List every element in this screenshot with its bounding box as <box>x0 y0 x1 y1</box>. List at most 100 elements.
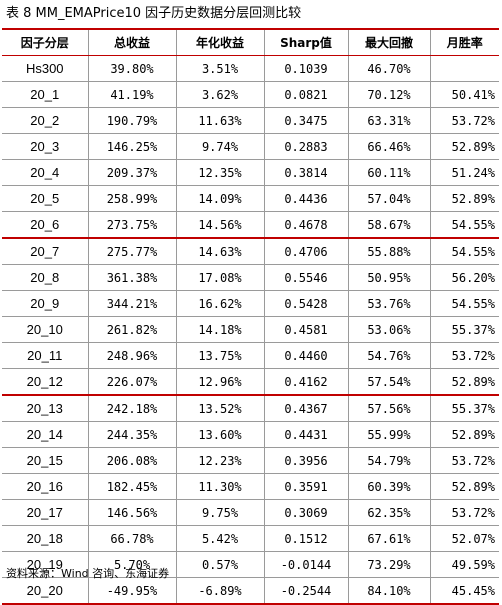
value-cell: 14.56% <box>176 211 265 239</box>
value-cell: 52.89% <box>430 421 499 448</box>
value-cell: 0.4436 <box>264 185 349 212</box>
value-cell: 58.67% <box>348 211 431 239</box>
value-cell: 41.19% <box>88 81 177 108</box>
value-cell: 57.54% <box>348 368 431 396</box>
value-cell: 12.35% <box>176 159 265 186</box>
row-label-cell: 20_11 <box>2 342 89 369</box>
value-cell: 52.89% <box>430 473 499 500</box>
value-cell: 50.41% <box>430 81 499 108</box>
value-cell: 66.78% <box>88 525 177 552</box>
table-row: 20_8 361.38% 17.08% 0.5546 50.95% 56.20% <box>2 264 499 291</box>
value-cell: 53.72% <box>430 342 499 369</box>
value-cell: 3.62% <box>176 81 265 108</box>
table-body: Hs300 39.80% 3.51% 0.1039 46.70% 20_1 41.19% 3.… <box>2 55 499 603</box>
column-header: 年化收益 <box>176 30 265 56</box>
row-label-cell: Hs300 <box>2 55 89 82</box>
value-cell: 60.11% <box>348 159 431 186</box>
column-header: 月胜率 <box>430 30 499 56</box>
row-label-cell: 20_8 <box>2 264 89 291</box>
table-row: 20_5 258.99% 14.09% 0.4436 57.04% 52.89% <box>2 185 499 212</box>
value-cell: 52.89% <box>430 185 499 212</box>
table-row: 20_17 146.56% 9.75% 0.3069 62.35% 53.72% <box>2 499 499 526</box>
table-row: 20_10 261.82% 14.18% 0.4581 53.06% 55.37% <box>2 316 499 343</box>
value-cell: 0.4706 <box>264 237 349 265</box>
value-cell: 56.20% <box>430 264 499 291</box>
value-cell: 5.42% <box>176 525 265 552</box>
value-cell: 63.31% <box>348 107 431 134</box>
value-cell: 73.29% <box>348 551 431 578</box>
value-cell: 344.21% <box>88 290 177 317</box>
value-cell: 9.74% <box>176 133 265 160</box>
value-cell: 53.72% <box>430 499 499 526</box>
value-cell: 361.38% <box>88 264 177 291</box>
value-cell: 17.08% <box>176 264 265 291</box>
value-cell: 0.5428 <box>264 290 349 317</box>
row-label-cell: 20_13 <box>2 394 89 422</box>
value-cell: 60.39% <box>348 473 431 500</box>
value-cell: 12.96% <box>176 368 265 396</box>
column-header: 总收益 <box>88 30 177 56</box>
value-cell: 275.77% <box>88 237 177 265</box>
table-row: 20_15 206.08% 12.23% 0.3956 54.79% 53.72% <box>2 447 499 474</box>
value-cell: 244.35% <box>88 421 177 448</box>
row-label-cell: 20_17 <box>2 499 89 526</box>
row-label-cell: 20_10 <box>2 316 89 343</box>
table-row: 20_18 66.78% 5.42% 0.1512 67.61% 52.07% <box>2 525 499 552</box>
value-cell: 11.63% <box>176 107 265 134</box>
value-cell: 11.30% <box>176 473 265 500</box>
value-cell: 54.55% <box>430 290 499 317</box>
column-header: 最大回撤 <box>348 30 431 56</box>
row-label-cell: 20_15 <box>2 447 89 474</box>
table-row: 20_16 182.45% 11.30% 0.3591 60.39% 52.89% <box>2 473 499 500</box>
value-cell: 0.1039 <box>264 55 349 82</box>
value-cell <box>430 55 499 82</box>
row-label-cell: 20_16 <box>2 473 89 500</box>
row-label-cell: 20_4 <box>2 159 89 186</box>
value-cell: 55.88% <box>348 237 431 265</box>
table-row: Hs300 39.80% 3.51% 0.1039 46.70% <box>2 55 499 82</box>
value-cell: 146.56% <box>88 499 177 526</box>
value-cell: 0.3956 <box>264 447 349 474</box>
value-cell: 13.52% <box>176 394 265 422</box>
value-cell: 0.2883 <box>264 133 349 160</box>
value-cell: 55.37% <box>430 316 499 343</box>
table-row: 20_12 226.07% 12.96% 0.4162 57.54% 52.89% <box>2 368 499 396</box>
value-cell: 248.96% <box>88 342 177 369</box>
value-cell: 39.80% <box>88 55 177 82</box>
value-cell: 53.72% <box>430 107 499 134</box>
value-cell: 54.79% <box>348 447 431 474</box>
row-label-cell: 20_7 <box>2 237 89 265</box>
value-cell: 57.56% <box>348 394 431 422</box>
table-row: 20_14 244.35% 13.60% 0.4431 55.99% 52.89% <box>2 421 499 448</box>
table-row: 20_4 209.37% 12.35% 0.3814 60.11% 51.24% <box>2 159 499 186</box>
value-cell: 57.04% <box>348 185 431 212</box>
row-label-cell: 20_6 <box>2 211 89 239</box>
value-cell: 52.07% <box>430 525 499 552</box>
value-cell: 16.62% <box>176 290 265 317</box>
table-title: 表 8 MM_EMAPrice10 因子历史数据分层回测比较 <box>6 6 302 21</box>
value-cell: 12.23% <box>176 447 265 474</box>
value-cell: 9.75% <box>176 499 265 526</box>
row-label-cell: 20_2 <box>2 107 89 134</box>
table-row: 20_1 41.19% 3.62% 0.0821 70.12% 50.41% <box>2 81 499 108</box>
value-cell: 52.89% <box>430 133 499 160</box>
row-label-cell: 20_12 <box>2 368 89 396</box>
value-cell: 0.4162 <box>264 368 349 396</box>
value-cell: 0.4367 <box>264 394 349 422</box>
value-cell: 182.45% <box>88 473 177 500</box>
table-row: 20_13 242.18% 13.52% 0.4367 57.56% 55.37% <box>2 394 499 422</box>
value-cell: 14.18% <box>176 316 265 343</box>
table-header-row: 因子分层 总收益 年化收益 Sharp值 最大回撤 月胜率 <box>2 30 499 56</box>
value-cell: 206.08% <box>88 447 177 474</box>
value-cell: -0.0144 <box>264 551 349 578</box>
value-cell: 46.70% <box>348 55 431 82</box>
table-row: 20_6 273.75% 14.56% 0.4678 58.67% 54.55% <box>2 211 499 239</box>
value-cell: 0.5546 <box>264 264 349 291</box>
value-cell: 54.76% <box>348 342 431 369</box>
value-cell: 14.09% <box>176 185 265 212</box>
value-cell: 209.37% <box>88 159 177 186</box>
row-label-cell: 20_19 <box>2 551 89 578</box>
backtest-table-container: 因子分层 总收益 年化收益 Sharp值 最大回撤 月胜率 Hs300 39.80… <box>2 28 499 605</box>
value-cell: 0.3591 <box>264 473 349 500</box>
value-cell: 55.99% <box>348 421 431 448</box>
